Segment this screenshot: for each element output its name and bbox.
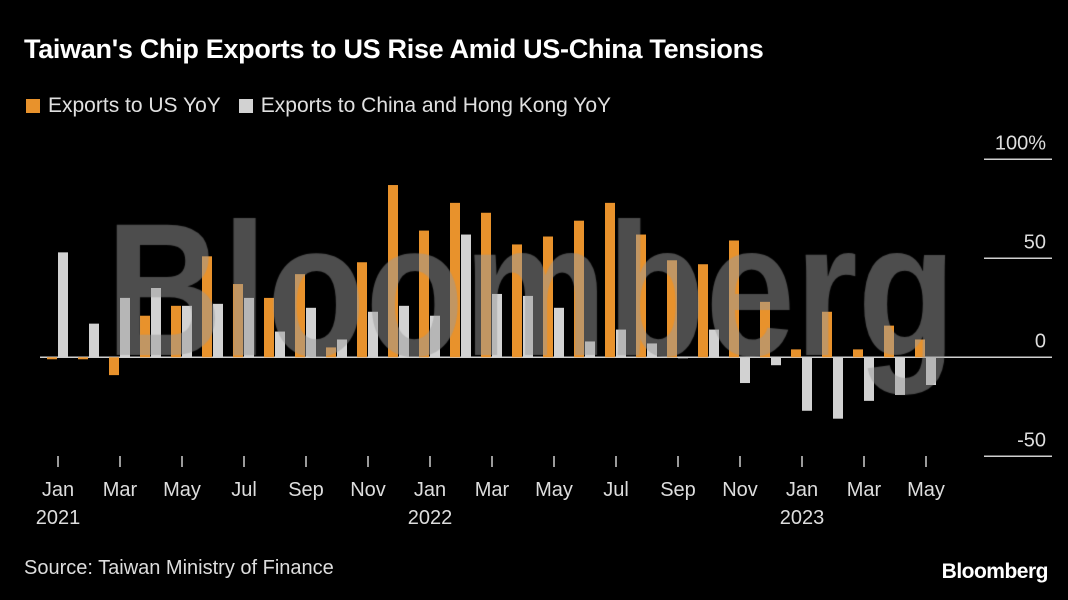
x-tick-label-month: Jan — [414, 479, 446, 501]
bar-us — [574, 220, 584, 358]
x-tick-label-month: May — [163, 479, 201, 501]
x-tick-label-month: Mar — [847, 479, 882, 501]
y-tick-label: -50 — [1017, 429, 1046, 451]
bar-us — [295, 274, 305, 358]
bar-us — [357, 262, 367, 358]
bar-china-hk — [461, 234, 471, 358]
x-tick-label-month: Sep — [660, 479, 696, 501]
x-tick-label-year: 2021 — [36, 507, 81, 529]
bar-us — [109, 357, 119, 376]
y-tick-label: 50 — [1024, 231, 1046, 253]
x-tick-label-year: 2023 — [780, 507, 825, 529]
x-tick-label-month: May — [535, 479, 573, 501]
bar-us — [512, 244, 522, 358]
bar-us — [202, 256, 212, 358]
y-tick-label: 0 — [1035, 330, 1046, 352]
bar-us — [822, 311, 832, 358]
bar-us — [760, 301, 770, 358]
bar-us — [698, 264, 708, 358]
bar-us — [915, 339, 925, 358]
x-tick-label-month: Sep — [288, 479, 324, 501]
bar-china-hk — [399, 305, 409, 358]
bar-china-hk — [616, 329, 626, 358]
bar-china-hk — [430, 315, 440, 358]
bar-china-hk — [771, 357, 781, 366]
bar-china-hk — [492, 293, 502, 358]
bar-us — [419, 230, 429, 358]
bar-china-hk — [802, 357, 812, 411]
bar-us — [171, 305, 181, 358]
bar-china-hk — [554, 307, 564, 358]
bar-china-hk — [182, 305, 192, 358]
bar-china-hk — [244, 297, 254, 358]
bar-china-hk — [89, 323, 99, 358]
bar-us — [605, 202, 615, 358]
x-tick-label-month: Jan — [786, 479, 818, 501]
bar-us — [543, 236, 553, 358]
bar-china-hk — [833, 357, 843, 419]
bar-china-hk — [58, 252, 68, 358]
x-tick-label-month: Jan — [42, 479, 74, 501]
bloomberg-logo: Bloomberg — [941, 560, 1049, 583]
bar-us — [326, 347, 336, 358]
bar-us — [264, 297, 274, 358]
bar-us — [140, 315, 150, 358]
x-tick-label-month: Jul — [603, 479, 629, 501]
bar-china-hk — [864, 357, 874, 401]
x-tick-label-month: Mar — [475, 479, 510, 501]
bar-china-hk — [337, 339, 347, 358]
bar-us — [47, 357, 57, 360]
bar-china-hk — [926, 357, 936, 386]
x-tick-label-month: Jul — [231, 479, 257, 501]
bar-china-hk — [647, 343, 657, 358]
bar-china-hk — [306, 307, 316, 358]
bar-us — [450, 202, 460, 358]
source-note: Source: Taiwan Ministry of Finance — [24, 557, 334, 579]
x-tick-label-year: 2022 — [408, 507, 453, 529]
bar-us — [884, 325, 894, 358]
bar-china-hk — [895, 357, 905, 395]
x-tick-label-month: Mar — [103, 479, 138, 501]
x-tick-label-month: Nov — [350, 479, 386, 501]
x-tick-label-month: May — [907, 479, 945, 501]
bar-china-hk — [275, 331, 285, 358]
bar-us — [853, 349, 863, 358]
bar-china-hk — [740, 357, 750, 384]
bar-china-hk — [523, 295, 533, 358]
x-tick-label-month: Nov — [722, 479, 758, 501]
bar-china-hk — [678, 357, 688, 359]
bar-us — [78, 357, 88, 360]
bar-us — [729, 240, 739, 358]
bar-china-hk — [151, 288, 161, 358]
bar-china-hk — [585, 341, 595, 358]
bar-us — [233, 284, 243, 358]
y-tick-label: 100% — [995, 132, 1046, 154]
bar-us — [636, 234, 646, 358]
bar-china-hk — [709, 329, 719, 358]
bar-us — [791, 349, 801, 358]
bar-china-hk — [368, 311, 378, 358]
bar-china-hk — [120, 297, 130, 358]
bar-us — [667, 260, 677, 358]
bar-china-hk — [213, 303, 223, 358]
bar-us — [481, 212, 491, 358]
bar-us — [388, 185, 398, 358]
